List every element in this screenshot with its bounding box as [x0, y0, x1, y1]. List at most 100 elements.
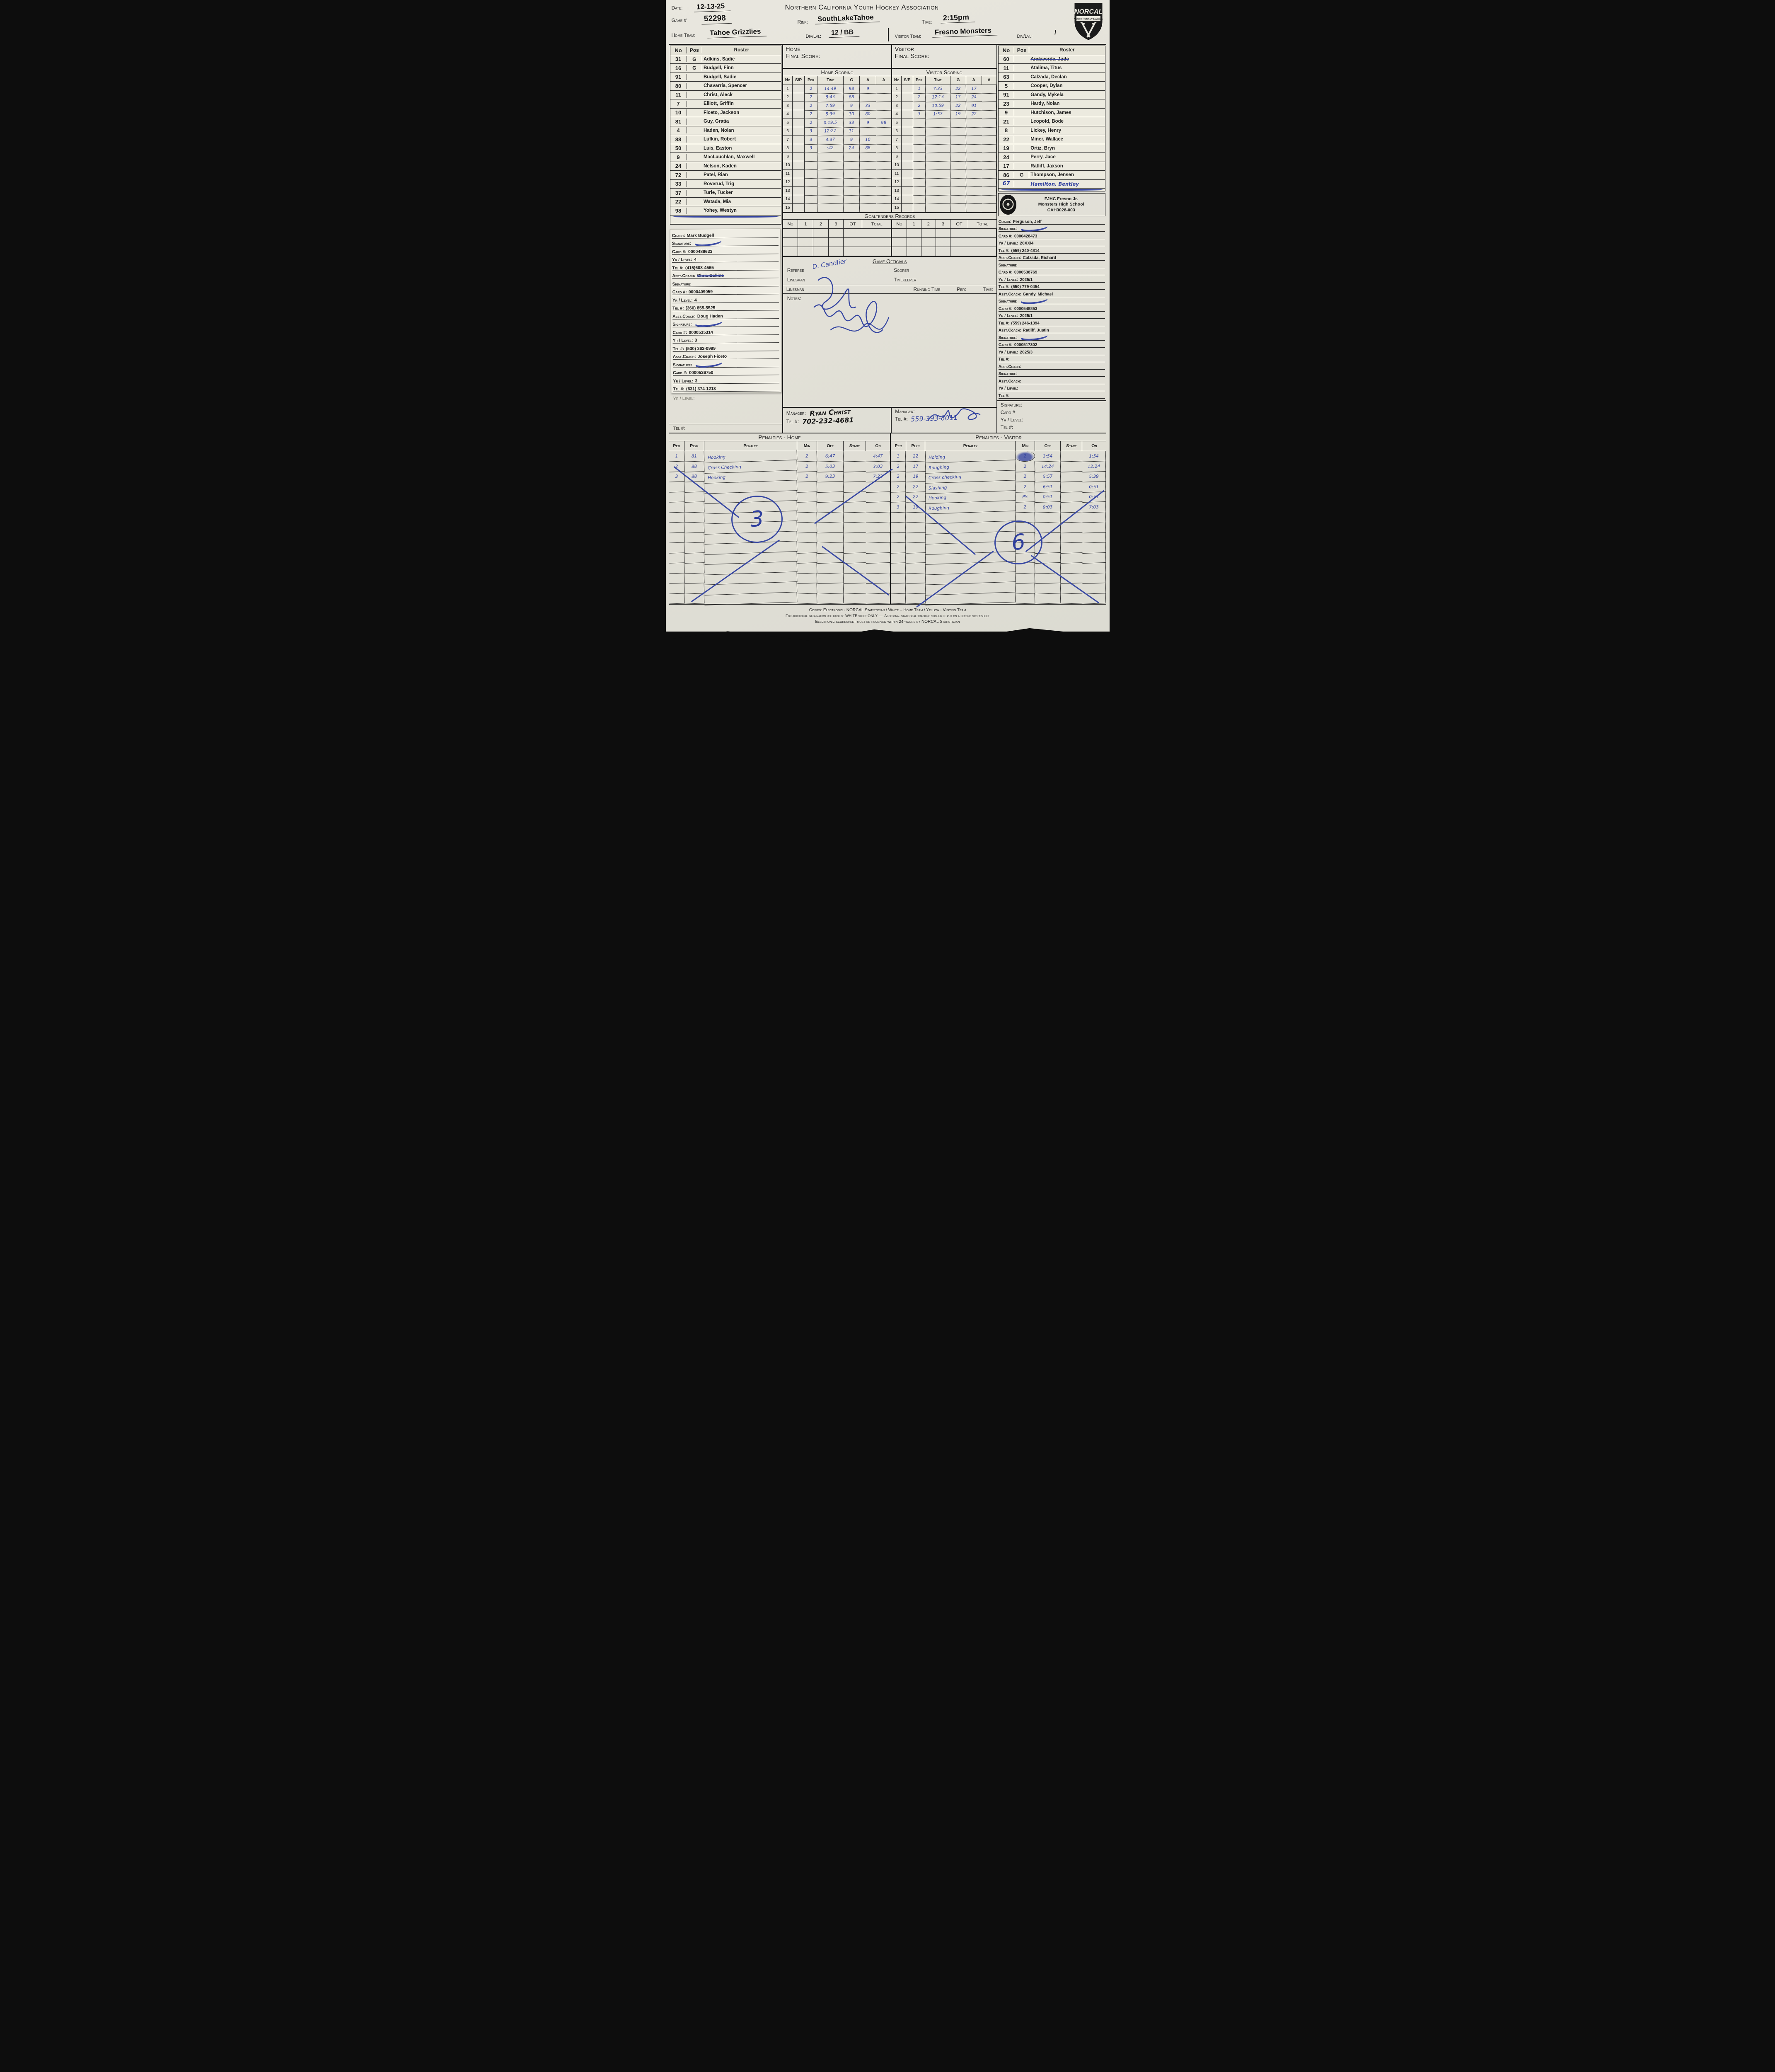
visitor-roster-row: 17 Ratliff, Jaxson	[998, 162, 1105, 171]
visitor-scoring-half: Visitor Final Score: Visitor Scoring No …	[892, 45, 997, 213]
visitor-final-score-box: Visitor Final Score:	[892, 45, 996, 69]
penalty-start-time	[843, 461, 866, 472]
goal-sp	[902, 161, 913, 170]
player-name: Hardy, Nolan	[1030, 101, 1060, 107]
pen-col-off: Off	[1035, 441, 1061, 451]
home-manager-cell: Manager: Ryan Christ Tel #: 702-232-4681	[783, 407, 892, 433]
home-roster-row: 50 Luis, Easton	[670, 144, 781, 153]
goal-period: 2	[804, 84, 818, 94]
goal-period	[804, 161, 818, 170]
penalty-period: 2	[890, 471, 907, 482]
footer: Copies: Electronic - NORCAL Statistician…	[669, 605, 1106, 631]
coach-field-value: Mark Budgell	[686, 232, 714, 238]
coach-field-label: Card #:	[672, 329, 687, 335]
gt-ot	[844, 247, 862, 256]
goal-time	[925, 203, 951, 213]
penalty-off-time: 5:57	[1035, 471, 1061, 482]
coach-field-row: Asst.Coach:	[998, 377, 1105, 384]
coach-field-row: Card #: 0000409059	[672, 286, 779, 295]
goal-assist2	[982, 169, 997, 179]
visitor-final-score-line2: Final Score:	[895, 53, 930, 60]
goal-row-number: 7	[892, 136, 902, 144]
penalty-period	[669, 593, 685, 604]
gt-ot	[950, 229, 968, 238]
penalty-start-time	[1061, 491, 1083, 503]
goaltenders-title: Goaltenders Records	[783, 213, 996, 220]
player-name: Nelson, Kaden	[703, 163, 737, 169]
goal-row-number: 9	[892, 152, 902, 161]
visitor-roster-row: 86 G Thompson, Jensen	[998, 171, 1105, 180]
col-no: No	[783, 76, 793, 85]
goal-period	[804, 178, 818, 187]
coach-field-row: Tel #:	[998, 355, 1105, 362]
coach-field-row: Tel #: (559) 246-1394	[998, 319, 1105, 326]
penalty-off-time	[817, 593, 844, 604]
player-name: Cooper, Dylan	[1030, 83, 1063, 89]
visitor-scoring-rows: 1 1 7:33 22 17 2 2 12:	[892, 84, 997, 213]
coach-field-label: Tel #:	[672, 265, 684, 270]
player-name: Atalima, Titus	[1030, 65, 1062, 71]
player-number: 86	[999, 172, 1015, 178]
gt-p3	[936, 238, 951, 247]
goal-assist1	[860, 161, 877, 170]
goal-time	[925, 160, 951, 170]
gt-p3	[936, 229, 951, 238]
penalty-off-time	[817, 532, 844, 543]
penalty-period	[669, 512, 685, 523]
gt-col-1: 1	[907, 220, 921, 229]
gt-col-3: 3	[828, 220, 844, 229]
goal-assist1	[966, 127, 982, 136]
goal-row-number: 3	[783, 102, 793, 110]
col-time: Time	[925, 76, 951, 85]
penalty-period	[890, 542, 907, 553]
penalty-on-time	[866, 532, 890, 543]
penalty-start-time	[843, 573, 866, 584]
goal-row-number: 1	[892, 85, 902, 93]
player-number: 22	[999, 136, 1015, 143]
penalties-visitor-header: Per Plyr Penalty Min Off Start On	[891, 441, 1106, 451]
officials-grid: Referee Scorer Linesman Timekeeper	[783, 264, 996, 283]
home-roster-row: 22 Watada, Mia	[670, 198, 781, 206]
home-manager-tel-label: Tel #:	[786, 418, 799, 424]
goal-row-number: 4	[783, 110, 793, 119]
player-name: Turle, Tucker	[703, 190, 733, 196]
coach-field-row: Signature:	[998, 332, 1105, 341]
player-name: Christ, Aleck	[703, 92, 733, 97]
penalty-start-time	[1061, 552, 1083, 564]
penalty-off-time	[817, 481, 844, 493]
coach-field-value: Chris Collins	[696, 273, 724, 278]
visitor-roster-row: 67 Hamilton, Bentley	[998, 180, 1105, 189]
col-assist2: A	[982, 76, 996, 85]
goal-period	[913, 118, 926, 128]
penalty-minutes: 2	[1016, 501, 1035, 513]
penalty-player	[906, 522, 926, 533]
coach-field-label: Asst.Coach:	[998, 328, 1021, 333]
coach-field-label: Tel #:	[998, 321, 1010, 326]
penalty-player	[906, 573, 926, 584]
goal-row-number: 14	[892, 195, 902, 204]
player-number: 33	[670, 181, 687, 187]
goal-assist1: 91	[966, 101, 982, 111]
goal-row-number: 14	[783, 195, 793, 204]
goal-time: 14:49	[817, 84, 844, 94]
coach-field-row: Yr / Level: 4	[672, 254, 779, 263]
gt-p3	[936, 247, 951, 256]
penalty-period	[669, 532, 685, 543]
penalty-on-time	[1082, 532, 1106, 543]
penalty-start-time	[843, 583, 866, 594]
goal-sp	[902, 93, 913, 102]
visitor-roster-row: 22 Miner, Wallace	[998, 135, 1105, 144]
goal-period	[804, 203, 818, 213]
coach-field-row: Signature:	[998, 370, 1105, 377]
goal-assist1: 9	[860, 118, 877, 128]
gt-p1	[798, 238, 814, 247]
pen-col-on: On	[866, 441, 890, 451]
goal-assist1	[966, 144, 982, 153]
penalty-off-time	[817, 522, 844, 533]
goal-time	[817, 169, 844, 179]
penalty-player: 17	[906, 461, 926, 472]
coach-field-label: Tel #:	[672, 346, 684, 351]
coach-field-value: (559) 246-1394	[1011, 321, 1040, 326]
coach-field-value: 2025/1	[1020, 314, 1033, 318]
visitor-roster-table: No Pos Roster 60 Andaverde, Jude	[998, 46, 1105, 191]
